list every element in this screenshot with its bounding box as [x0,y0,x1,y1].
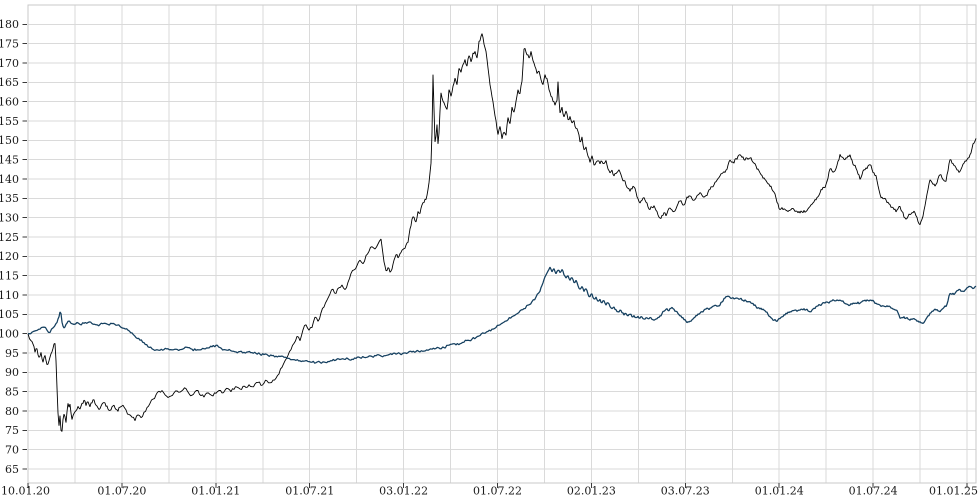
y-axis-label: 110 [0,289,19,302]
y-axis-label: 115 [0,269,19,282]
x-axis-label: 03.07.23 [661,485,710,498]
x-axis-label: 01.07.24 [849,485,898,498]
x-axis-label: 03.01.22 [379,485,428,498]
y-axis-label: 175 [0,37,19,50]
y-axis-label: 165 [0,76,19,89]
y-axis-label: 70 [5,444,19,457]
y-axis-label: 155 [0,115,19,128]
y-axis-label: 120 [0,250,19,263]
blue-index-series-line [27,266,977,364]
y-axis-label: 80 [5,405,19,418]
y-axis-label: 140 [0,173,19,186]
y-axis-label: 105 [0,308,19,321]
plot-frame [27,4,977,484]
x-axis-label: 01.07.21 [285,485,334,498]
x-axis-label: 01.07.22 [473,485,522,498]
y-axis-label: 170 [0,57,19,70]
black-index-series-line [27,33,977,432]
y-axis-label: 65 [5,463,19,476]
y-axis-label: 85 [5,386,19,399]
y-axis-label: 180 [0,18,19,31]
y-axis-label: 90 [5,366,19,379]
y-axis-label: 150 [0,134,19,147]
x-axis-label: 01.07.20 [97,485,146,498]
x-axis-label: 10.01.20 [1,485,50,498]
y-axis-label: 145 [0,153,19,166]
y-axis-label: 125 [0,231,19,244]
y-axis-label: 75 [5,424,19,437]
y-axis-label: 160 [0,95,19,108]
y-axis-label: 130 [0,211,19,224]
x-axis-label: 02.01.23 [567,485,616,498]
y-axis-label: 100 [0,328,19,341]
x-axis-label: 01.01.24 [755,485,804,498]
x-axis-label: 01.01.25 [929,485,978,498]
x-axis-label: 01.01.21 [191,485,240,498]
y-axis-label: 135 [0,192,19,205]
y-axis-label: 95 [5,347,19,360]
